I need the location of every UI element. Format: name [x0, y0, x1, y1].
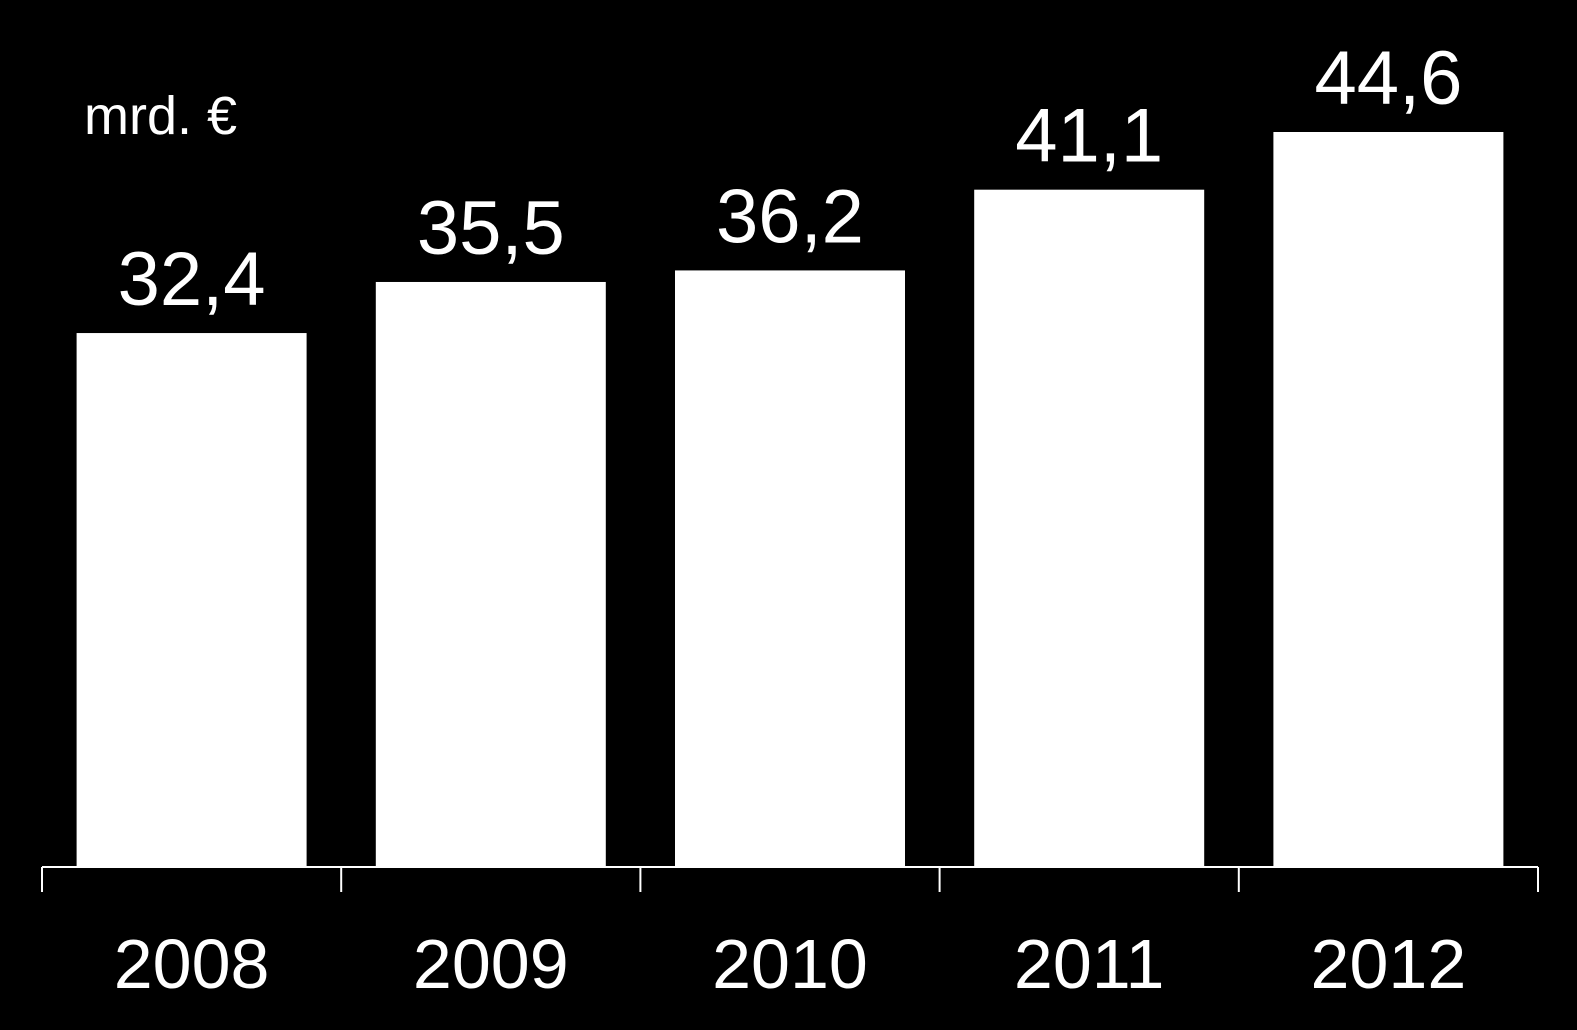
value-labels-group: 32,4 35,5 36,2 41,1 44,6 [118, 36, 1463, 322]
x-tick-labels: 2008 2009 2010 2011 2012 [114, 925, 1467, 1003]
value-label-2012: 44,6 [1314, 36, 1462, 121]
category-label-2011: 2011 [1014, 925, 1165, 1003]
bar-2012 [1273, 132, 1504, 867]
value-label-2011: 41,1 [1015, 94, 1163, 179]
value-label-2009: 35,5 [417, 186, 565, 271]
category-label-2010: 2010 [712, 925, 868, 1003]
bar-2009 [375, 281, 606, 867]
value-label-2010: 36,2 [716, 174, 864, 259]
bars-group [76, 132, 1504, 867]
value-label-2008: 32,4 [118, 237, 266, 322]
bar-2010 [675, 270, 905, 867]
category-label-2008: 2008 [114, 925, 270, 1003]
bar-2008 [76, 333, 307, 867]
unit-label: mrd. € [84, 86, 238, 146]
category-label-2012: 2012 [1311, 925, 1467, 1003]
bar-2011 [974, 189, 1205, 867]
category-label-2009: 2009 [413, 925, 569, 1003]
x-axis [41, 866, 1539, 892]
